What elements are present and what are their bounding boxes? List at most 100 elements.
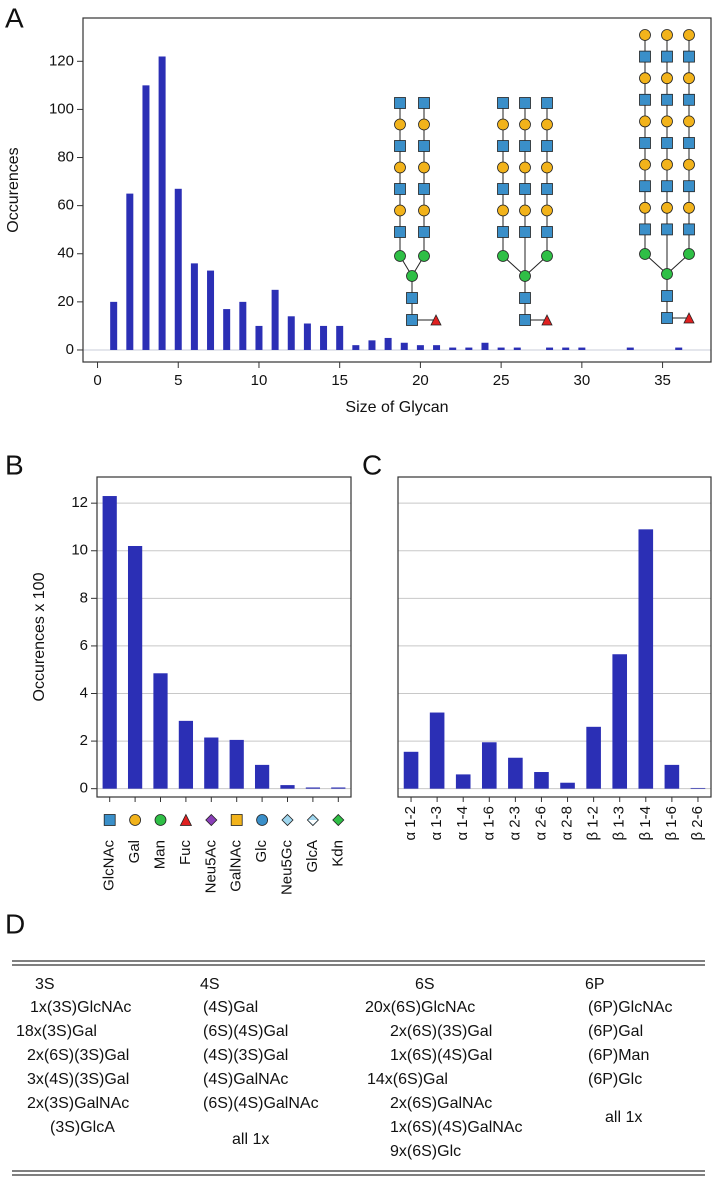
y-axis-label: Occurences x 100	[31, 572, 48, 701]
bar	[190, 263, 198, 350]
bar	[174, 188, 182, 350]
y-tick-label: 20	[57, 293, 74, 310]
bar	[481, 742, 497, 789]
bar	[578, 347, 586, 350]
symbol	[418, 97, 430, 109]
bar	[102, 496, 117, 789]
table-cell: (4S)(3S)Gal	[203, 1047, 288, 1064]
symbol	[639, 93, 651, 106]
symbol	[683, 137, 695, 149]
bar	[675, 347, 683, 350]
symbol	[639, 201, 651, 214]
bar	[534, 772, 549, 789]
symbol	[418, 118, 430, 131]
table-cell: 1x(3S)GlcNAc	[30, 999, 131, 1016]
x-tick-label: Glc	[253, 840, 270, 863]
symbol	[661, 50, 673, 63]
table-cell: (6P)Man	[588, 1047, 649, 1064]
symbol	[519, 97, 531, 109]
table-cell: 2x(6S)(3S)Gal	[27, 1047, 129, 1064]
x-axis-label: Size of Glycan	[345, 399, 448, 416]
column-header: 6P	[585, 976, 605, 993]
bar	[562, 347, 570, 350]
x-tick-label: β 1-6	[663, 806, 680, 840]
bar	[127, 545, 143, 789]
table-cell: 18x(3S)Gal	[16, 1023, 97, 1040]
bar	[158, 56, 166, 350]
bar	[255, 325, 263, 350]
symbol	[406, 292, 418, 304]
bar	[416, 345, 424, 350]
bar	[287, 316, 295, 350]
bar	[271, 289, 279, 350]
symbol	[519, 118, 531, 131]
y-tick-label: 0	[66, 341, 74, 358]
x-tick-label: 0	[93, 372, 101, 389]
table-cell: 2x(3S)GalNAc	[27, 1095, 129, 1112]
bar	[449, 347, 457, 350]
y-tick-label: 0	[80, 780, 88, 797]
symbol	[639, 137, 651, 149]
table-cell: 9x(6S)Glc	[390, 1143, 461, 1160]
symbol	[541, 161, 553, 174]
bar	[142, 85, 150, 350]
x-tick-label: 15	[331, 372, 348, 389]
symbol	[541, 250, 553, 262]
table-cell: (6P)Glc	[588, 1071, 642, 1088]
symbol	[418, 250, 430, 262]
table-cell: 2x(6S)(3S)Gal	[390, 1023, 492, 1040]
symbol	[639, 115, 651, 128]
symbol	[639, 223, 651, 236]
x-tick-label: Kdn	[329, 840, 346, 867]
bar	[352, 345, 360, 350]
bar	[384, 337, 392, 350]
column-header: 3S	[35, 976, 55, 993]
symbol	[519, 292, 531, 304]
symbol	[639, 72, 651, 85]
x-tick-label: α 1-2	[402, 806, 419, 841]
bar	[455, 774, 471, 789]
symbol	[281, 813, 294, 827]
y-tick-label: 12	[71, 494, 88, 511]
symbol	[497, 140, 509, 152]
y-tick-label: 4	[80, 684, 88, 701]
table-cell: (3S)GlcA	[50, 1119, 115, 1136]
symbol	[661, 180, 673, 193]
symbol	[661, 290, 673, 302]
bar	[560, 782, 575, 789]
symbol	[519, 140, 531, 152]
symbol	[661, 223, 673, 236]
y-tick-label: 120	[49, 52, 74, 69]
bar	[223, 309, 231, 350]
plot-frame	[82, 17, 712, 363]
symbol	[519, 314, 531, 326]
bar	[481, 342, 489, 350]
table-cell: 14x(6S)Gal	[367, 1071, 448, 1088]
symbol	[497, 118, 509, 131]
bar	[586, 726, 601, 789]
bar	[110, 301, 118, 350]
bar	[280, 785, 295, 789]
symbol	[639, 248, 651, 260]
x-tick-label: β 1-4	[637, 806, 654, 840]
symbol	[230, 814, 243, 826]
bar	[546, 347, 554, 350]
bar	[254, 764, 270, 789]
bar	[638, 529, 654, 789]
table-cell: (6S)(4S)Gal	[203, 1023, 288, 1040]
symbol	[308, 820, 318, 825]
x-tick-label: 20	[412, 372, 429, 389]
column-header: 4S	[200, 976, 220, 993]
symbol	[519, 161, 531, 174]
x-tick-label: GalNAc	[228, 840, 245, 892]
symbol	[129, 814, 142, 826]
symbol	[683, 29, 695, 41]
symbol	[683, 248, 695, 260]
table-note: all 1x	[605, 1109, 642, 1126]
symbol	[394, 118, 406, 131]
symbol	[683, 50, 695, 63]
symbol	[154, 814, 167, 826]
x-tick-label: β 2-6	[689, 806, 706, 840]
symbol	[683, 180, 695, 193]
panel-letter: D	[5, 908, 25, 939]
